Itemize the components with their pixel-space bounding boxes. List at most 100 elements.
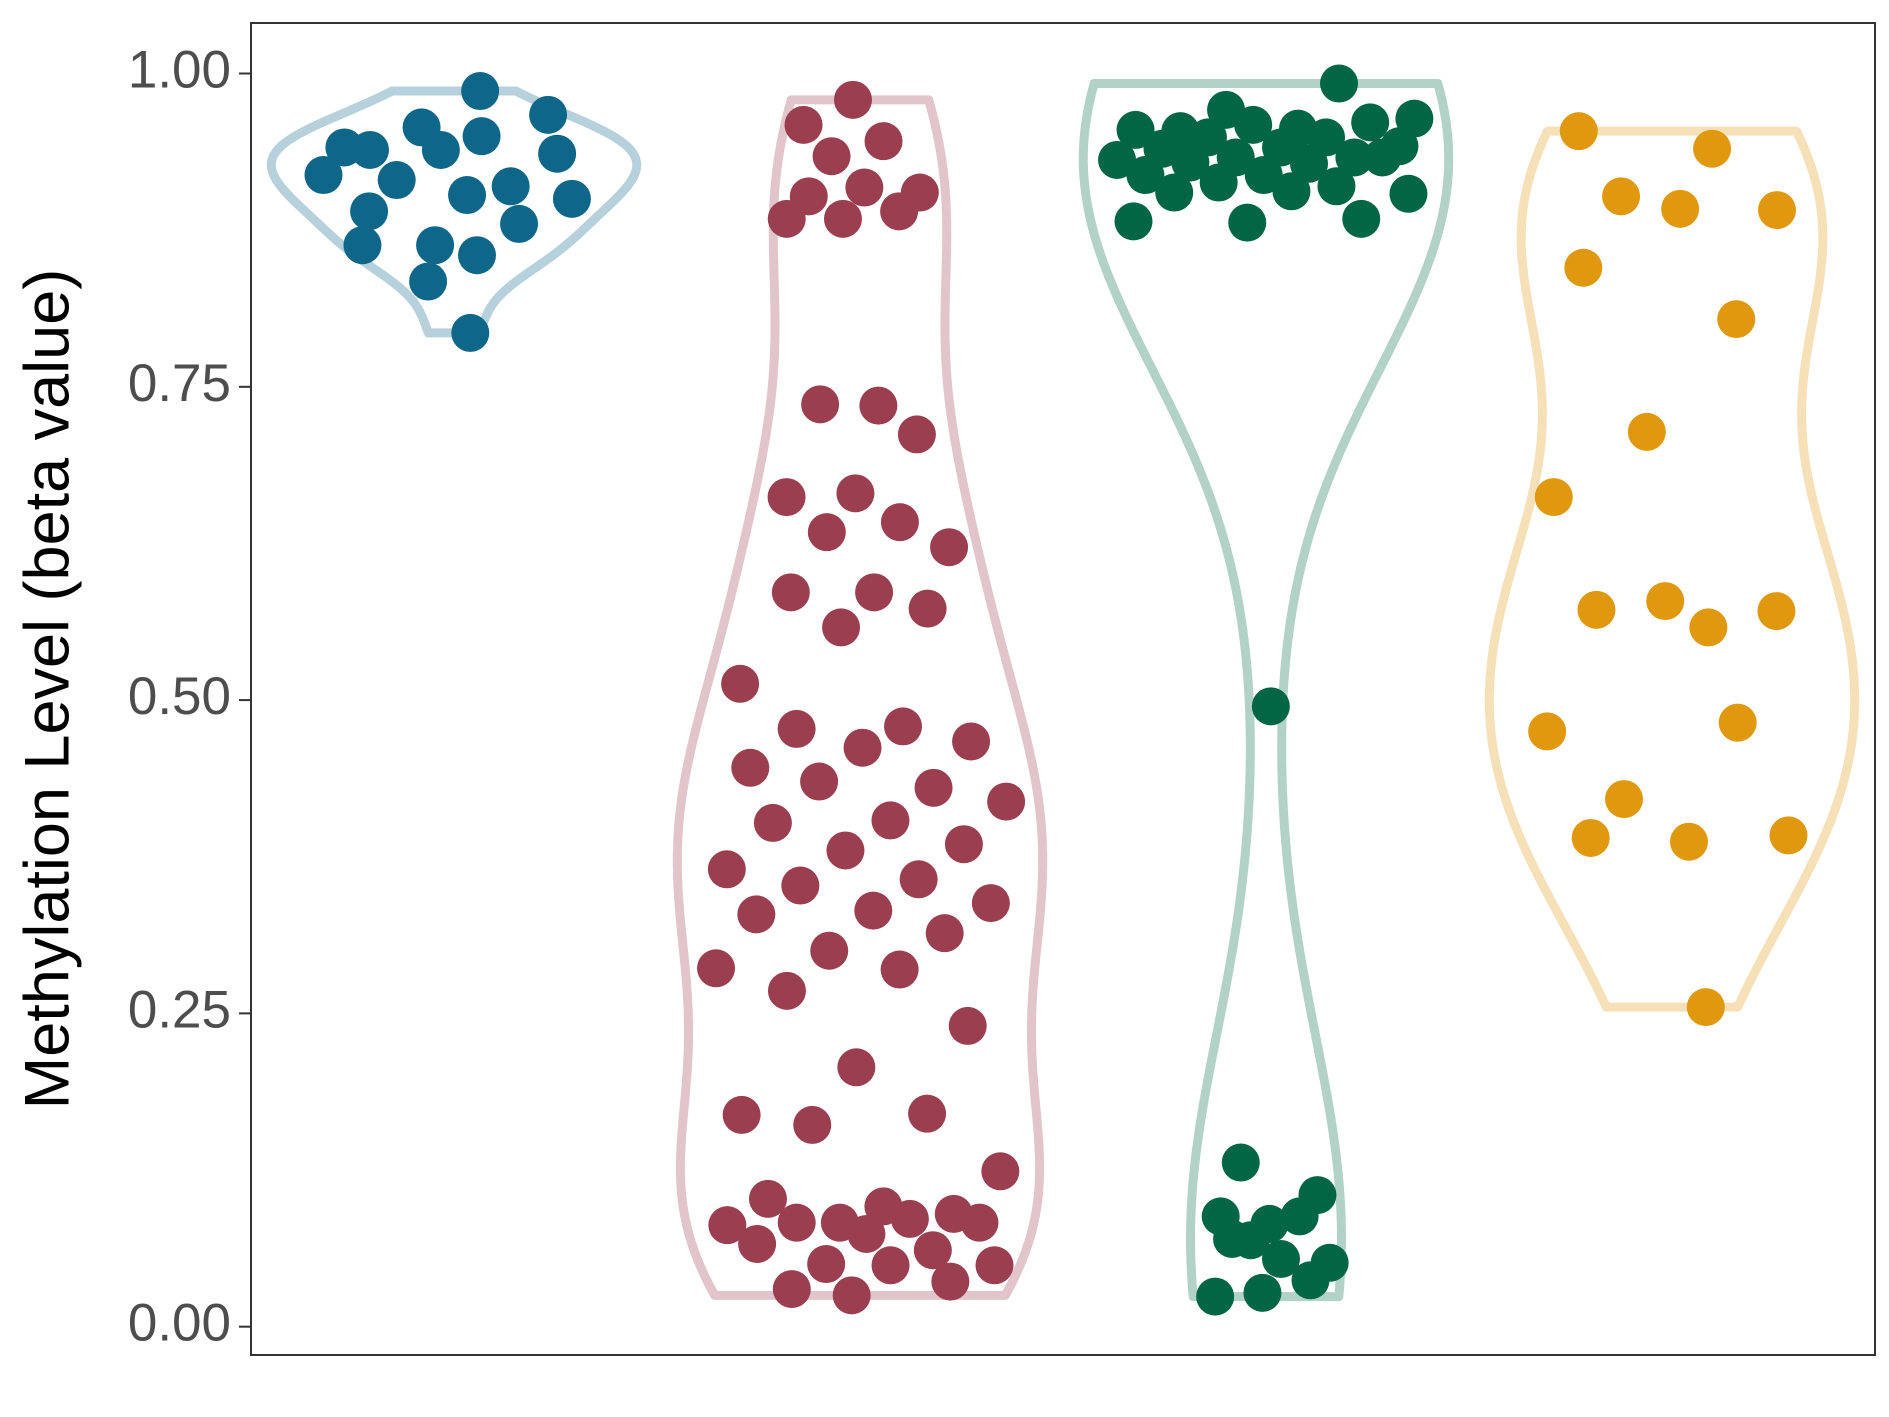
data-point bbox=[1689, 608, 1728, 647]
data-point bbox=[871, 801, 910, 840]
data-point bbox=[722, 1095, 761, 1134]
data-point bbox=[884, 707, 923, 746]
data-point bbox=[880, 192, 919, 231]
data-point bbox=[871, 1246, 910, 1285]
data-point bbox=[1661, 189, 1700, 228]
data-point bbox=[1280, 1197, 1319, 1236]
data-point bbox=[771, 573, 810, 612]
data-point bbox=[847, 1214, 886, 1253]
data-point bbox=[1571, 818, 1610, 857]
data-point bbox=[708, 1206, 747, 1245]
data-point bbox=[836, 474, 875, 513]
violin-outline bbox=[1078, 79, 1454, 1302]
data-point bbox=[826, 831, 865, 870]
data-point bbox=[409, 262, 448, 301]
data-point bbox=[1196, 1277, 1235, 1316]
data-point bbox=[304, 156, 343, 195]
data-point bbox=[1251, 687, 1290, 726]
data-point bbox=[1155, 173, 1194, 212]
data-point bbox=[913, 1231, 952, 1270]
data-point bbox=[837, 1048, 876, 1087]
data-point bbox=[931, 1262, 970, 1301]
data-point bbox=[1342, 199, 1381, 238]
data-point bbox=[975, 1246, 1014, 1285]
data-point bbox=[880, 950, 919, 989]
data-point bbox=[832, 1276, 871, 1315]
data-point bbox=[801, 385, 840, 424]
data-point bbox=[753, 803, 792, 842]
data-point bbox=[908, 589, 947, 628]
data-point bbox=[880, 503, 919, 542]
data-point bbox=[1646, 582, 1685, 621]
data-point bbox=[864, 122, 903, 161]
data-point bbox=[1262, 128, 1301, 167]
data-point bbox=[1335, 138, 1374, 177]
data-point bbox=[855, 573, 894, 612]
data-point bbox=[1363, 138, 1402, 177]
data-point bbox=[1272, 172, 1311, 211]
data-point bbox=[925, 914, 964, 953]
data-point bbox=[1686, 988, 1725, 1027]
data-point bbox=[538, 134, 577, 173]
data-point bbox=[1602, 177, 1641, 216]
data-point bbox=[1389, 174, 1428, 213]
data-point bbox=[843, 728, 882, 767]
y-tick-label: 0.75 bbox=[128, 354, 231, 413]
data-point bbox=[1098, 140, 1137, 179]
data-point bbox=[793, 1105, 832, 1144]
data-point bbox=[960, 1203, 999, 1242]
data-point bbox=[987, 782, 1026, 821]
violin-outline bbox=[672, 95, 1048, 1300]
data-point bbox=[897, 415, 936, 454]
data-point bbox=[800, 762, 839, 801]
data-point bbox=[1564, 248, 1603, 287]
data-point bbox=[748, 1179, 787, 1218]
data-point bbox=[1243, 1273, 1282, 1312]
data-point bbox=[784, 105, 823, 144]
data-point bbox=[552, 179, 591, 218]
data-point bbox=[448, 176, 487, 215]
data-point bbox=[1221, 1143, 1260, 1182]
data-point bbox=[707, 850, 746, 889]
data-point bbox=[1717, 300, 1756, 339]
data-point bbox=[1718, 703, 1757, 742]
data-point bbox=[1126, 156, 1165, 195]
data-point bbox=[1244, 156, 1283, 195]
data-point bbox=[697, 949, 736, 988]
data-point bbox=[930, 528, 969, 567]
data-point bbox=[1693, 129, 1732, 168]
data-point bbox=[737, 895, 776, 934]
data-point bbox=[350, 130, 389, 169]
data-point bbox=[1116, 110, 1155, 149]
data-point bbox=[1769, 816, 1808, 855]
data-point bbox=[1669, 822, 1708, 861]
data-point bbox=[462, 117, 501, 156]
data-point bbox=[914, 768, 953, 807]
data-point bbox=[807, 513, 846, 552]
violin-outline bbox=[1484, 126, 1860, 1012]
data-point bbox=[812, 137, 851, 176]
data-point bbox=[1261, 1240, 1300, 1279]
data-point bbox=[731, 748, 770, 787]
data-point bbox=[944, 825, 983, 864]
data-point bbox=[1290, 144, 1329, 183]
data-point bbox=[908, 1094, 947, 1133]
data-point bbox=[1757, 191, 1796, 230]
data-point bbox=[1627, 412, 1666, 451]
data-point bbox=[491, 167, 530, 206]
data-point bbox=[343, 226, 382, 265]
data-point bbox=[948, 1006, 987, 1045]
y-tick-label: 0.00 bbox=[128, 1294, 231, 1353]
data-point bbox=[721, 664, 760, 703]
data-point bbox=[1757, 592, 1796, 631]
data-point bbox=[1320, 64, 1359, 103]
data-point bbox=[1534, 478, 1573, 517]
data-point bbox=[952, 722, 991, 761]
data-point bbox=[350, 192, 389, 231]
data-point bbox=[859, 386, 898, 425]
data-point bbox=[421, 130, 460, 169]
data-point bbox=[1317, 167, 1356, 206]
data-point bbox=[1199, 163, 1238, 202]
data-point bbox=[1291, 1261, 1330, 1300]
